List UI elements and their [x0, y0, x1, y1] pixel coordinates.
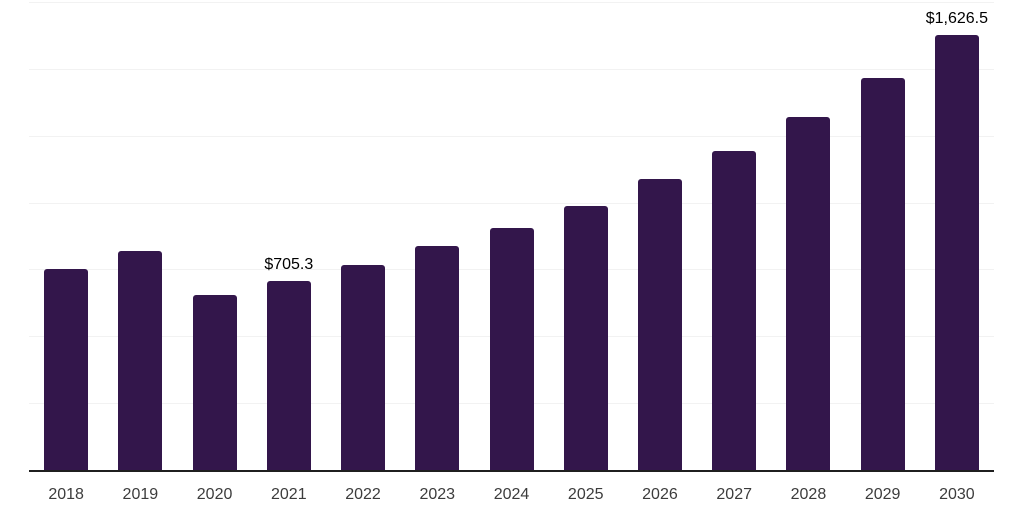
bar-2024	[489, 227, 534, 470]
bar-2029	[860, 77, 905, 470]
data-label-2030: $1,626.5	[925, 10, 989, 27]
x-tick-2029: 2029	[864, 486, 901, 503]
bar-2020	[192, 295, 237, 470]
bar-2030	[934, 35, 979, 470]
x-tick-2022: 2022	[345, 486, 381, 503]
x-tick-2030: 2030	[939, 486, 975, 503]
bar-2023	[415, 246, 460, 470]
x-tick-2026: 2026	[642, 486, 678, 503]
bar-2027	[712, 150, 757, 470]
bar-2022	[341, 264, 386, 470]
x-tick-2028: 2028	[790, 486, 827, 503]
gridline-1750	[29, 1, 994, 3]
gridline-1500	[29, 68, 994, 70]
x-tick-2019: 2019	[122, 486, 159, 503]
x-tick-2021: 2021	[271, 486, 307, 503]
bar-2021	[266, 281, 311, 470]
x-tick-2023: 2023	[419, 486, 456, 503]
data-label-2021: $705.3	[264, 256, 314, 274]
gridline-1250	[29, 135, 994, 137]
bar-2025	[563, 205, 608, 470]
bar-2028	[786, 116, 831, 470]
x-axis-line	[29, 470, 994, 472]
bar-2026	[637, 179, 682, 470]
gridline-1000	[29, 202, 994, 204]
bar-2019	[118, 251, 163, 470]
x-tick-2018: 2018	[48, 486, 84, 503]
x-tick-2020: 2020	[196, 486, 233, 503]
bar-2018	[44, 269, 89, 470]
x-tick-2025: 2025	[567, 486, 604, 503]
x-tick-2024: 2024	[493, 486, 530, 503]
x-tick-2027: 2027	[716, 486, 752, 503]
